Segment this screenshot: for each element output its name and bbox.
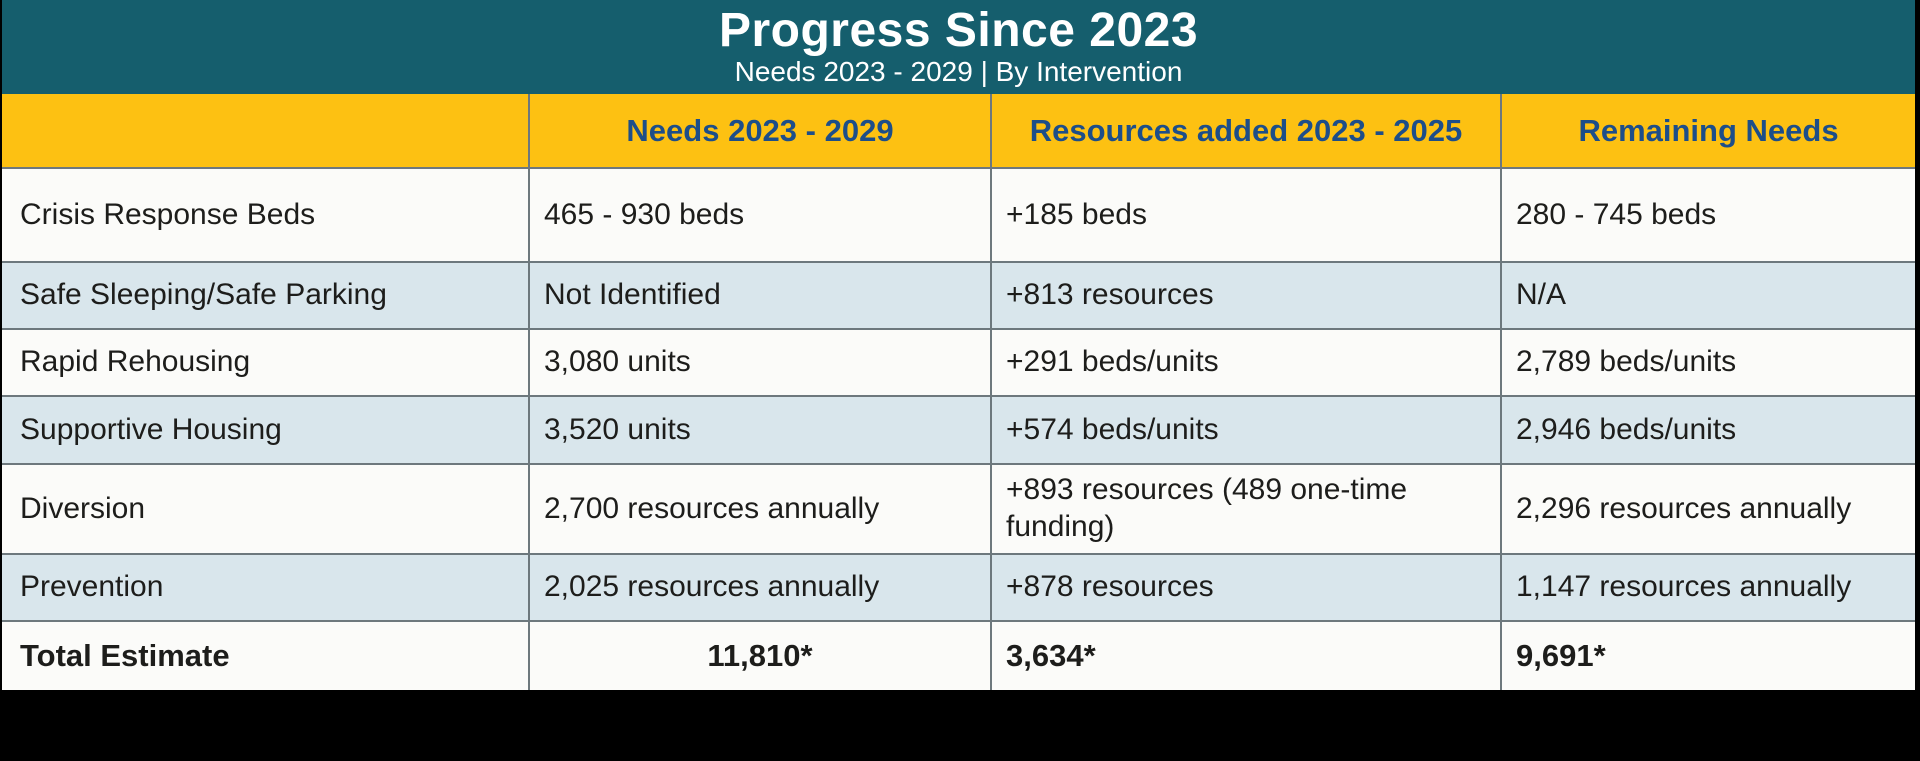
table-row-diversion: Diversion 2,700 resources annually +893 … (2, 463, 1915, 553)
needs-value: Not Identified (528, 263, 990, 328)
table-row-rapid-rehousing: Rapid Rehousing 3,080 units +291 beds/un… (2, 328, 1915, 395)
remaining-value: 2,946 beds/units (1500, 397, 1915, 463)
progress-table: Progress Since 2023 Needs 2023 - 2029 | … (2, 0, 1915, 690)
total-remaining-value: 9,691* (1500, 622, 1915, 690)
added-value: +574 beds/units (990, 397, 1500, 463)
table-row-supportive-housing: Supportive Housing 3,520 units +574 beds… (2, 395, 1915, 463)
header-cell-needs: Needs 2023 - 2029 (528, 94, 990, 167)
remaining-value: 280 - 745 beds (1500, 169, 1915, 261)
total-added-value: 3,634* (990, 622, 1500, 690)
remaining-value: 2,296 resources annually (1500, 465, 1915, 553)
needs-value: 2,700 resources annually (528, 465, 990, 553)
row-label: Prevention (20, 570, 164, 604)
row-label: Crisis Response Beds (20, 197, 316, 231)
header-cell-remaining-needs: Remaining Needs (1500, 94, 1915, 167)
table-header-row: Needs 2023 - 2029 Resources added 2023 -… (2, 94, 1915, 167)
table-row-total-estimate: Total Estimate 11,810* 3,634* 9,691* (2, 620, 1915, 690)
row-label: Diversion (20, 491, 146, 525)
table-row-crisis-response-beds: Crisis Response Beds 465 - 930 beds +185… (2, 167, 1915, 261)
total-needs-value: 11,810* (528, 622, 990, 690)
total-label: Total Estimate (20, 638, 230, 674)
title-band: Progress Since 2023 Needs 2023 - 2029 | … (2, 0, 1915, 94)
row-label: Safe Sleeping/Safe Parking (20, 278, 387, 312)
remaining-value: 2,789 beds/units (1500, 330, 1915, 395)
needs-value: 2,025 resources annually (528, 555, 990, 620)
table-row-safe-sleeping-safe-parking: Safe Sleeping/Safe Parking Not Identifie… (2, 261, 1915, 328)
page-title: Progress Since 2023 (718, 4, 1199, 58)
needs-value: 3,520 units (528, 397, 990, 463)
row-label: Rapid Rehousing (20, 345, 251, 379)
header-cell-blank (2, 94, 528, 167)
needs-value: 3,080 units (528, 330, 990, 395)
added-value: +813 resources (990, 263, 1500, 328)
page-subtitle: Needs 2023 - 2029 | By Intervention (734, 55, 1183, 87)
added-value: +185 beds (990, 169, 1500, 261)
added-value: +893 resources (489 one-time funding) (990, 465, 1500, 553)
row-label: Supportive Housing (20, 412, 282, 446)
added-value: +878 resources (990, 555, 1500, 620)
table-row-prevention: Prevention 2,025 resources annually +878… (2, 553, 1915, 620)
remaining-value: 1,147 resources annually (1500, 555, 1915, 620)
remaining-value: N/A (1500, 263, 1915, 328)
added-value: +291 beds/units (990, 330, 1500, 395)
header-cell-resources-added: Resources added 2023 - 2025 (990, 94, 1500, 167)
needs-value: 465 - 930 beds (528, 169, 990, 261)
